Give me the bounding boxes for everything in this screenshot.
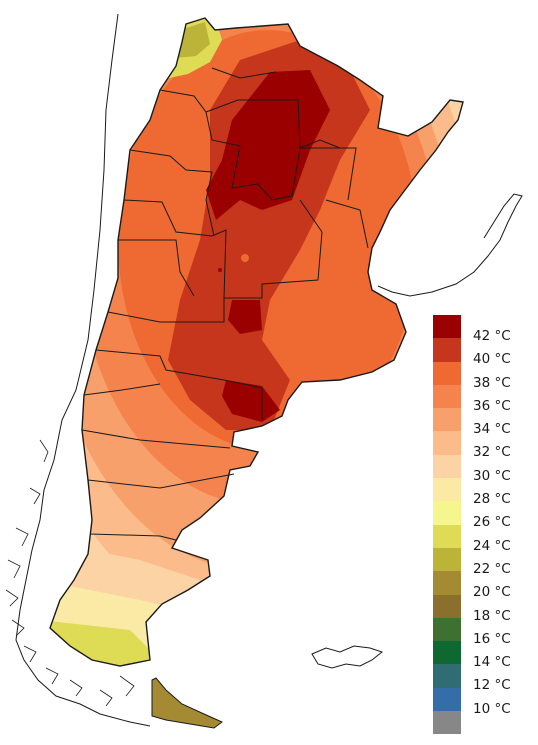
legend-swatch [433,664,461,688]
legend-label: 12 °C [473,677,511,694]
legend-label: 22 °C [473,560,511,577]
uruguay-outline [377,193,523,297]
legend-swatch [433,315,461,339]
legend-label: 20 °C [473,584,511,601]
legend-swatch [433,338,461,362]
legend-swatch [433,711,461,735]
legend-label: 24 °C [473,537,511,554]
hotspot-marker [241,254,249,262]
province-boundaries [81,67,369,541]
legend-swatch [433,478,461,502]
legend-label: 26 °C [473,514,511,531]
falklands-outline [311,645,384,669]
legend-label: 40 °C [473,351,511,368]
legend-swatch [433,384,461,409]
hotspot-dot [218,268,222,272]
legend-label: 34 °C [473,421,511,438]
legend-swatch [433,547,461,572]
legend-label: 42 °C [473,328,511,344]
legend-label: 18 °C [473,607,511,624]
legend-swatch [433,617,461,642]
legend-label: 30 °C [473,467,511,484]
legend-swatch [433,594,461,618]
legend-swatch [433,524,461,548]
chile-coastline [15,13,151,727]
tierra-del-fuego [152,678,222,728]
legend-swatch [433,454,461,479]
legend-swatch [433,501,461,525]
legend-label: 16 °C [473,630,511,647]
legend-label: 32 °C [473,444,511,461]
legend-swatch [433,571,461,595]
legend-swatch [433,408,461,432]
legend-label: 14 °C [473,654,511,671]
legend-label: 38 °C [473,374,511,391]
legend-swatch [433,361,461,385]
legend-swatch [433,641,461,665]
legend-label: 36 °C [473,397,511,414]
legend-swatch [433,431,461,455]
chile-islands [5,439,135,707]
legend-swatch [433,687,461,712]
legend-label: 28 °C [473,491,511,508]
legend-label: 10 °C [473,700,511,717]
